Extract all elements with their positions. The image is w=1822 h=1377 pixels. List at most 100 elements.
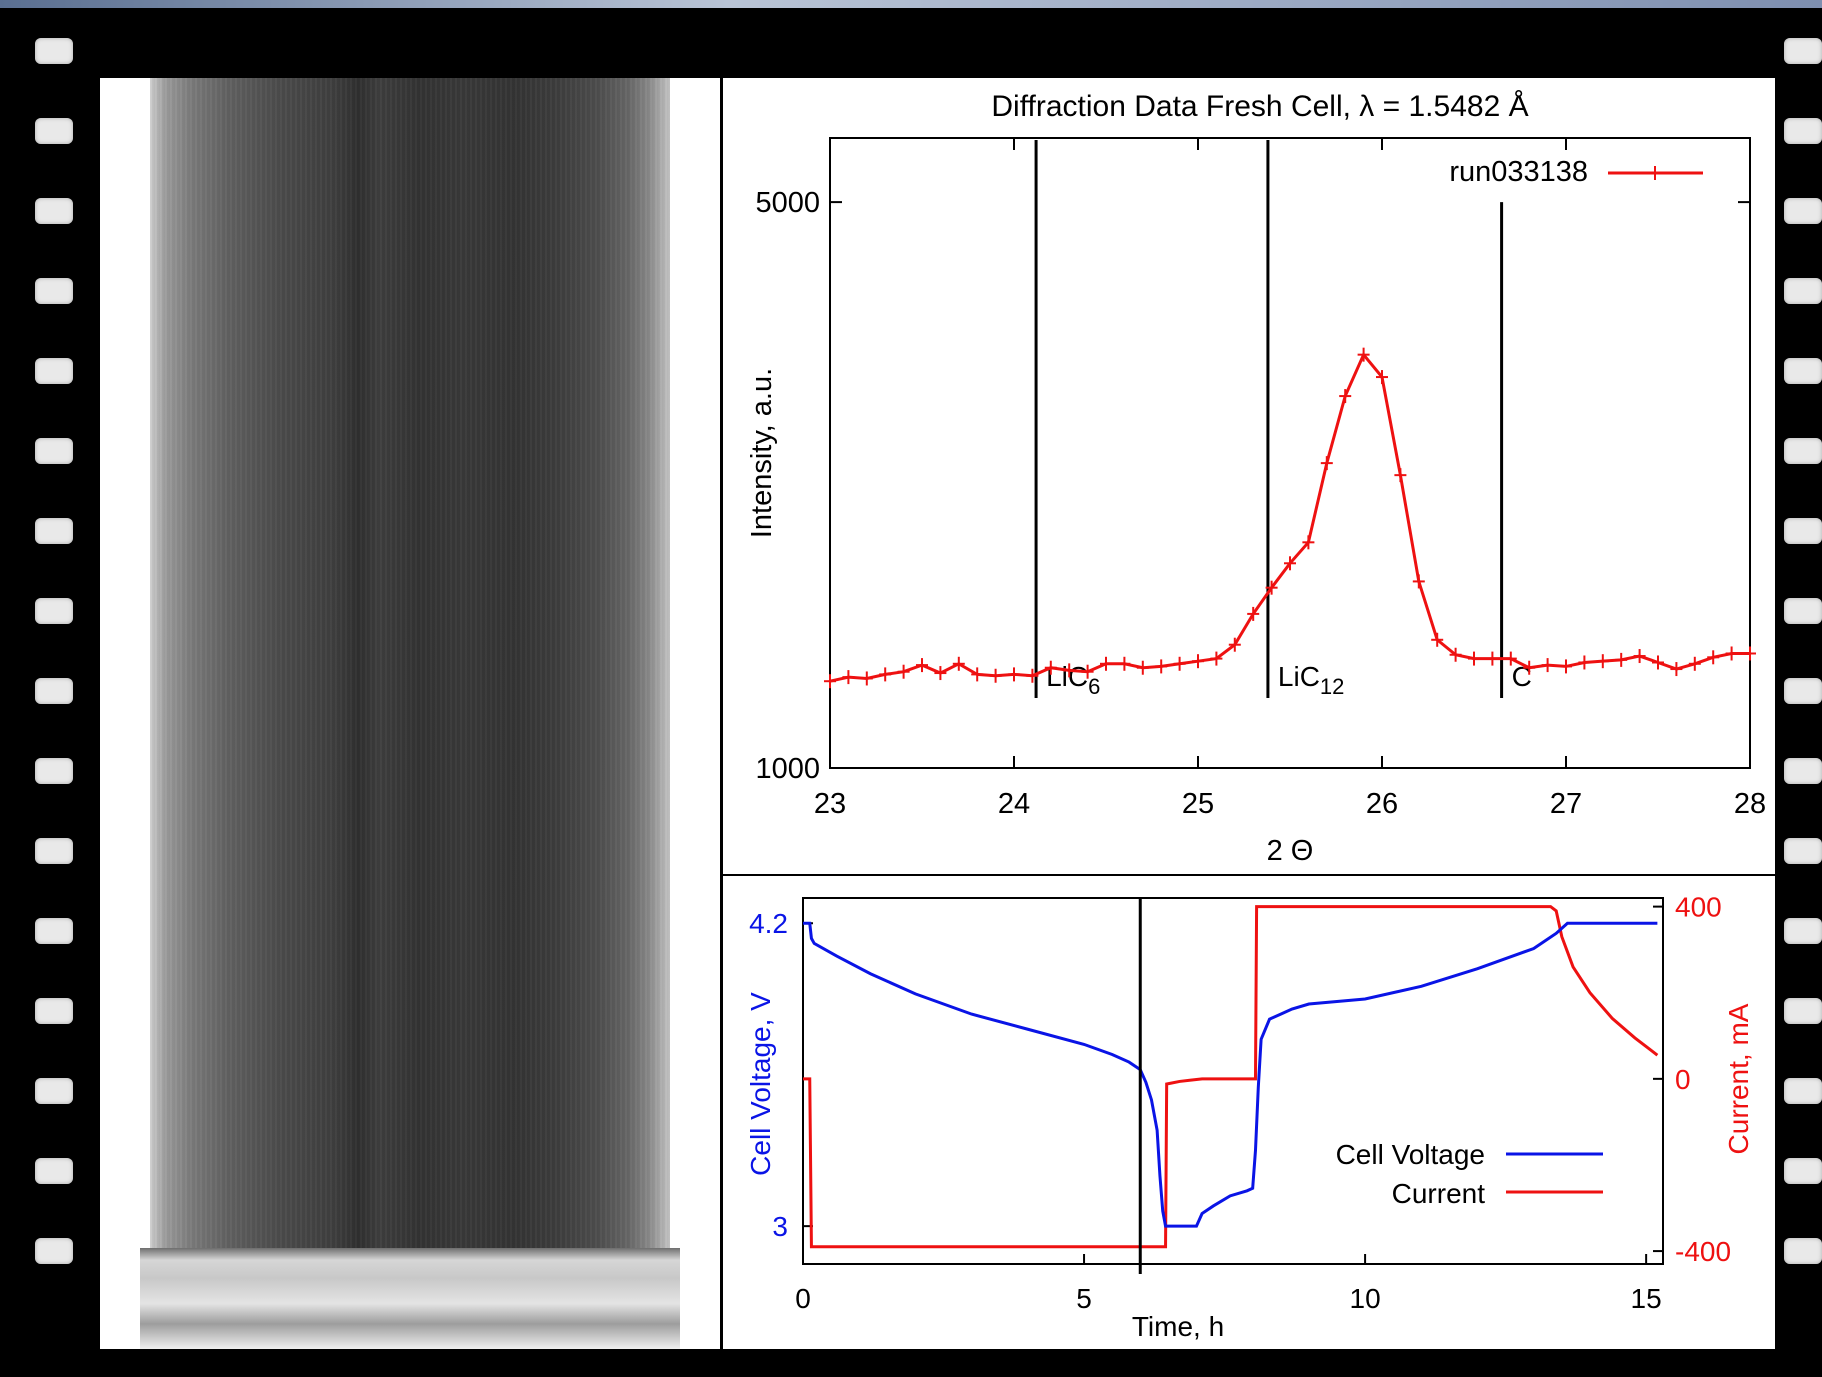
- sprocket-hole: [1784, 918, 1822, 944]
- data-point: [1412, 574, 1425, 589]
- phase-marker-label: LiC6: [1046, 661, 1100, 699]
- sprocket-hole: [35, 598, 73, 624]
- data-point: [1633, 649, 1646, 664]
- data-point: [1063, 663, 1076, 678]
- data-point: [1449, 647, 1462, 662]
- sprocket-hole: [35, 278, 73, 304]
- diffraction-chart-title: Diffraction Data Fresh Cell, λ = 1.5482 …: [991, 90, 1528, 123]
- data-point: [1615, 652, 1628, 667]
- data-point: [1523, 660, 1536, 675]
- diffraction-legend: run033138: [1449, 156, 1703, 188]
- x-tick-label: 28: [1734, 788, 1766, 820]
- data-point: [1265, 580, 1278, 595]
- x-tick-label: 0: [795, 1283, 811, 1314]
- data-point: [1118, 656, 1131, 671]
- sprocket-hole: [35, 1238, 73, 1264]
- cycling-y-axis-label: Cell Voltage, V: [745, 992, 776, 1176]
- data-point: [1725, 646, 1738, 661]
- sprocket-hole: [35, 1078, 73, 1104]
- sprocket-hole: [35, 358, 73, 384]
- legend-label-cell-voltage: Cell Voltage: [1336, 1139, 1485, 1170]
- sprocket-hole: [1784, 1078, 1822, 1104]
- data-point: [1008, 667, 1020, 682]
- sprocket-hole: [35, 38, 73, 64]
- data-point: [1578, 655, 1591, 670]
- data-point: [1247, 606, 1260, 621]
- series-line-run033138: [829, 351, 1750, 683]
- data-point: [1596, 654, 1609, 669]
- x-tick-label: 25: [1182, 788, 1214, 820]
- xray-radiograph-image: [100, 78, 720, 1349]
- sprocket-hole: [35, 118, 73, 144]
- cycling-y2-axis-label: Current, mA: [1723, 1003, 1754, 1154]
- cycling-chart: 0 5 10 15 3 4.2 -400 0 400 Cell Voltage, V Curre…: [745, 892, 1754, 1342]
- sprocket-hole: [35, 838, 73, 864]
- data-point: [1541, 658, 1554, 673]
- cycling-legend: Cell Voltage Current: [1336, 1139, 1603, 1209]
- window-top-band: [0, 0, 1822, 8]
- data-point: [989, 668, 1002, 683]
- data-point: [1044, 660, 1057, 675]
- cycling-plot-frame: [802, 897, 1664, 1265]
- data-point: [1652, 655, 1664, 670]
- data-point: [1228, 637, 1241, 652]
- data-point: [1026, 668, 1039, 683]
- data-point: [952, 656, 965, 671]
- sprocket-hole: [1784, 358, 1822, 384]
- battery-cell-bottom-cap: [140, 1248, 680, 1349]
- y-tick-label: 4.2: [749, 908, 788, 939]
- battery-cell-xray: [150, 78, 670, 1349]
- data-point: [916, 658, 928, 673]
- x-tick-label: 5: [1076, 1283, 1092, 1314]
- phase-marker-label: LiC12: [1278, 661, 1345, 699]
- phase-marker-label: C: [1512, 661, 1532, 692]
- sprocket-hole: [35, 518, 73, 544]
- data-point: [842, 670, 855, 685]
- series-line-current: [803, 905, 1659, 1249]
- data-point: [1394, 468, 1407, 483]
- sprocket-hole: [35, 758, 73, 784]
- data-point: [934, 666, 947, 681]
- diffraction-chart: Diffraction Data Fresh Cell, λ = 1.5482 …: [746, 90, 1766, 867]
- cycling-chart-panel: 0 5 10 15 3 4.2 -400 0 400 Cell Voltage, V Curre…: [723, 876, 1775, 1349]
- data-point: [1357, 347, 1370, 362]
- sprocket-hole: [1784, 1158, 1822, 1184]
- y2-tick-label: -400: [1675, 1236, 1731, 1267]
- data-point: [1744, 646, 1756, 661]
- sprocket-hole: [35, 678, 73, 704]
- data-point: [1320, 456, 1333, 471]
- diffraction-x-axis-label: 2 Θ: [1267, 835, 1314, 867]
- data-point: [879, 667, 892, 682]
- sprocket-hole: [1784, 118, 1822, 144]
- data-point: [1284, 556, 1296, 571]
- sprocket-hole: [1784, 198, 1822, 224]
- cycling-x-axis-label: Time, h: [1132, 1311, 1224, 1342]
- data-point: [1504, 651, 1517, 666]
- y2-tick-label: 400: [1675, 892, 1722, 923]
- data-point: [1100, 656, 1112, 671]
- sprocket-hole: [1784, 998, 1822, 1024]
- sprocket-hole: [35, 438, 73, 464]
- data-point: [824, 674, 836, 689]
- sprocket-hole: [1784, 838, 1822, 864]
- sprocket-hole: [1784, 758, 1822, 784]
- data-point: [1192, 654, 1204, 669]
- x-tick-label: 26: [1366, 788, 1398, 820]
- sprocket-hole: [1784, 438, 1822, 464]
- data-point: [1155, 659, 1168, 674]
- data-point: [1339, 389, 1352, 404]
- x-tick-label: 10: [1350, 1283, 1381, 1314]
- data-point: [1302, 535, 1315, 550]
- y-tick-label: 5000: [755, 187, 820, 219]
- sprocket-hole: [1784, 38, 1822, 64]
- data-point: [897, 664, 910, 679]
- sprocket-hole: [1784, 598, 1822, 624]
- data-point: [1688, 656, 1701, 671]
- diffraction-plot-frame: [829, 137, 1751, 769]
- data-point: [1136, 660, 1149, 675]
- data-point: [1081, 664, 1094, 679]
- data-point: [1707, 650, 1720, 665]
- data-point: [1486, 651, 1499, 666]
- x-tick-label: 27: [1550, 788, 1582, 820]
- data-point: [1376, 370, 1388, 385]
